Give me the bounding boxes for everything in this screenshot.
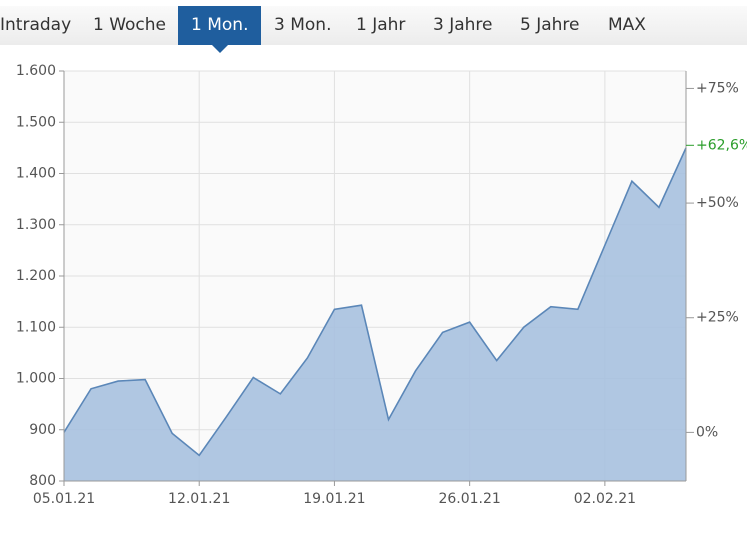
range-tab[interactable]: 1 Mon. [178, 6, 262, 53]
y-tick-label: 1.400 [16, 166, 56, 182]
y2-tick-label: 0% [696, 424, 718, 440]
y-tick-label: 900 [29, 422, 56, 438]
y-tick-label: 1.600 [16, 63, 56, 79]
y2-tick-label: +25% [696, 310, 739, 326]
y-tick-label: 1.000 [16, 371, 56, 387]
range-tab[interactable]: MAX [608, 15, 646, 35]
y-tick-label: 1.300 [16, 217, 56, 233]
range-tab[interactable]: 3 Mon. [274, 15, 332, 35]
x-tick-label: 02.02.21 [574, 491, 636, 507]
x-tick-label: 19.01.21 [303, 491, 365, 507]
range-tabs: Intraday 1 Woche 1 Mon. 3 Mon. 1 Jahr 3 Jahre… [0, 6, 747, 53]
y-tick-label: 1.100 [16, 319, 56, 335]
y-tick-label: 800 [29, 473, 56, 489]
line [63, 147, 687, 457]
range-tab[interactable]: 3 Jahre [433, 15, 493, 35]
last-change-label: +62,6% [696, 137, 747, 153]
x-tick-label: 12.01.21 [168, 491, 230, 507]
x-tick-label: 05.01.21 [33, 491, 95, 507]
y-tick-label: 1.200 [16, 268, 56, 284]
x-tick-label: 26.01.21 [438, 491, 500, 507]
area [64, 147, 686, 481]
range-tab[interactable]: 5 Jahre [520, 15, 580, 35]
range-tab[interactable]: 1 Jahr [356, 15, 406, 35]
y2-tick-label: +75% [696, 80, 739, 96]
y-tick-label: 1.500 [16, 114, 56, 130]
range-tab[interactable]: Intraday [0, 15, 72, 35]
range-tab[interactable]: 1 Woche [93, 15, 167, 35]
y2-tick-label: +50% [696, 195, 739, 211]
